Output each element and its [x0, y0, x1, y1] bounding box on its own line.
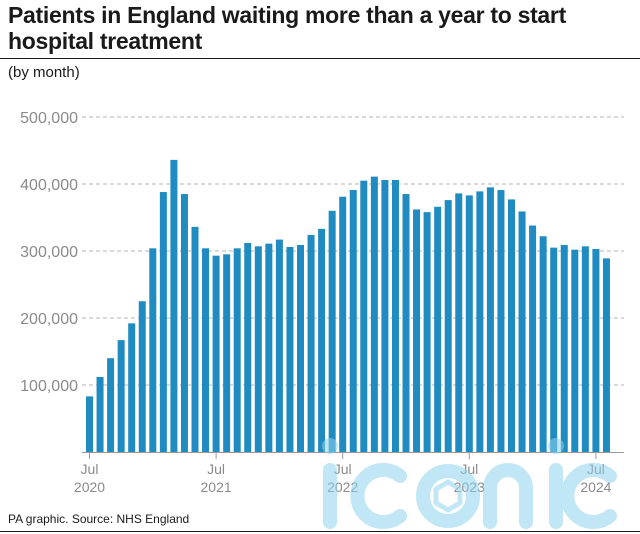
- x-tick-month-label: Jul: [81, 461, 99, 477]
- bar: [117, 340, 125, 452]
- bar: [191, 226, 199, 452]
- y-tick-label: 100,000: [20, 378, 78, 395]
- bar: [381, 179, 389, 453]
- bar: [423, 212, 431, 452]
- bar: [180, 194, 188, 453]
- bar: [233, 248, 241, 452]
- bar: [518, 211, 526, 452]
- bar: [391, 179, 399, 453]
- bar: [486, 187, 494, 452]
- bar: [318, 228, 326, 452]
- bar: [402, 194, 410, 453]
- bar: [297, 244, 304, 452]
- y-tick-label: 200,000: [20, 311, 78, 328]
- bar: [254, 246, 262, 452]
- bar: [138, 301, 146, 452]
- title-divider: [0, 58, 640, 59]
- bar: [265, 243, 273, 452]
- bar: [508, 199, 515, 452]
- bar: [307, 234, 315, 452]
- bar: [602, 258, 610, 452]
- chart-title: Patients in England waiting more than a …: [8, 2, 566, 54]
- bar: [328, 210, 336, 452]
- bar: [560, 244, 568, 452]
- bar: [581, 246, 589, 452]
- bar: [455, 193, 463, 452]
- bar: [444, 200, 452, 452]
- x-tick-month-label: Jul: [587, 461, 605, 477]
- bar: [571, 249, 579, 452]
- bar: [202, 248, 210, 452]
- x-tick-year-label: 2024: [580, 479, 611, 495]
- bar: [149, 248, 157, 452]
- bar: [286, 246, 294, 452]
- bar: [96, 376, 104, 452]
- bar: [529, 225, 537, 452]
- bar: [170, 159, 178, 452]
- bar: [465, 195, 473, 452]
- y-tick-label: 300,000: [20, 244, 78, 261]
- y-tick-label: 400,000: [20, 177, 78, 194]
- bar: [275, 239, 283, 452]
- bar: [212, 255, 220, 452]
- bar: [86, 396, 93, 452]
- bar: [539, 236, 547, 452]
- bar: [159, 192, 167, 453]
- bar: [349, 190, 357, 452]
- x-tick-year-label: 2020: [74, 479, 105, 495]
- source-caption: PA graphic. Source: NHS England: [8, 512, 190, 526]
- bar: [339, 196, 347, 452]
- chart-subtitle: (by month): [8, 64, 80, 81]
- y-tick-label: 500,000: [20, 110, 78, 127]
- bar: [107, 358, 115, 452]
- bar: [550, 247, 558, 452]
- bar: [413, 209, 421, 452]
- x-tick-month-label: Jul: [207, 461, 225, 477]
- x-tick-year-label: 2023: [454, 479, 485, 495]
- bar: [476, 191, 484, 452]
- bar: [592, 248, 600, 452]
- x-tick-year-label: 2021: [201, 479, 232, 495]
- bar: [128, 323, 136, 452]
- bar: [497, 190, 505, 452]
- x-tick-year-label: 2022: [327, 479, 358, 495]
- bar: [244, 242, 252, 452]
- x-tick-month-label: Jul: [460, 461, 478, 477]
- x-tick-month-label: Jul: [334, 461, 352, 477]
- bar: [434, 206, 442, 452]
- bar: [370, 176, 378, 452]
- bar: [360, 180, 368, 452]
- bar: [223, 254, 231, 452]
- bottom-divider: [0, 531, 640, 532]
